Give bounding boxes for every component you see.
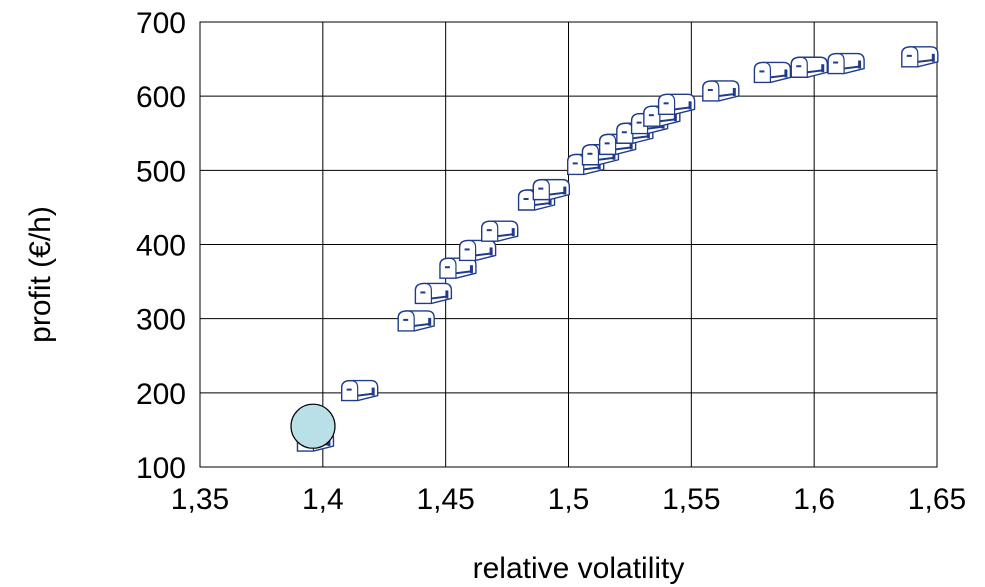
mailbox-icon [414,282,453,305]
y-tick-label: 500 [136,155,186,188]
x-tick-label: 1,5 [548,483,590,516]
y-axis-ticks: 100 200 300 400 500 600 700 [136,7,186,485]
y-tick-label: 100 [136,452,186,485]
highlight-point [290,403,336,449]
mailbox-icon [397,310,435,332]
x-tick-label: 1,4 [302,483,344,516]
x-tick-label: 1,55 [662,483,720,516]
x-axis-label: relative volatility [473,552,685,585]
y-tick-label: 600 [136,81,186,114]
mailbox-icon [481,220,519,242]
x-tick-label: 1,45 [416,483,474,516]
mailbox-icon [901,46,939,68]
x-tick-label: 1,65 [908,483,966,516]
plot-area-border [199,21,938,468]
data-points [290,46,939,452]
y-tick-label: 200 [136,378,186,411]
mailbox-icon [458,239,497,262]
x-tick-label: 1,6 [793,483,835,516]
x-axis-ticks: 1,35 1,4 1,45 1,5 1,55 1,6 1,65 [171,483,966,516]
mailbox-icon [702,80,740,102]
mailbox-icon [532,178,571,201]
grid-lines [199,21,938,468]
mailbox-icon [790,56,828,78]
mailbox-icon [439,257,477,279]
y-tick-label: 400 [136,230,186,263]
mailbox-icon [657,93,696,116]
mailbox-icon [827,52,865,75]
mailbox-icon [340,379,379,402]
x-tick-label: 1,35 [171,483,229,516]
mailbox-icon [753,61,792,84]
y-axis-label: profit (€/h) [24,206,57,343]
y-tick-label: 700 [136,7,186,40]
y-tick-label: 300 [136,304,186,337]
